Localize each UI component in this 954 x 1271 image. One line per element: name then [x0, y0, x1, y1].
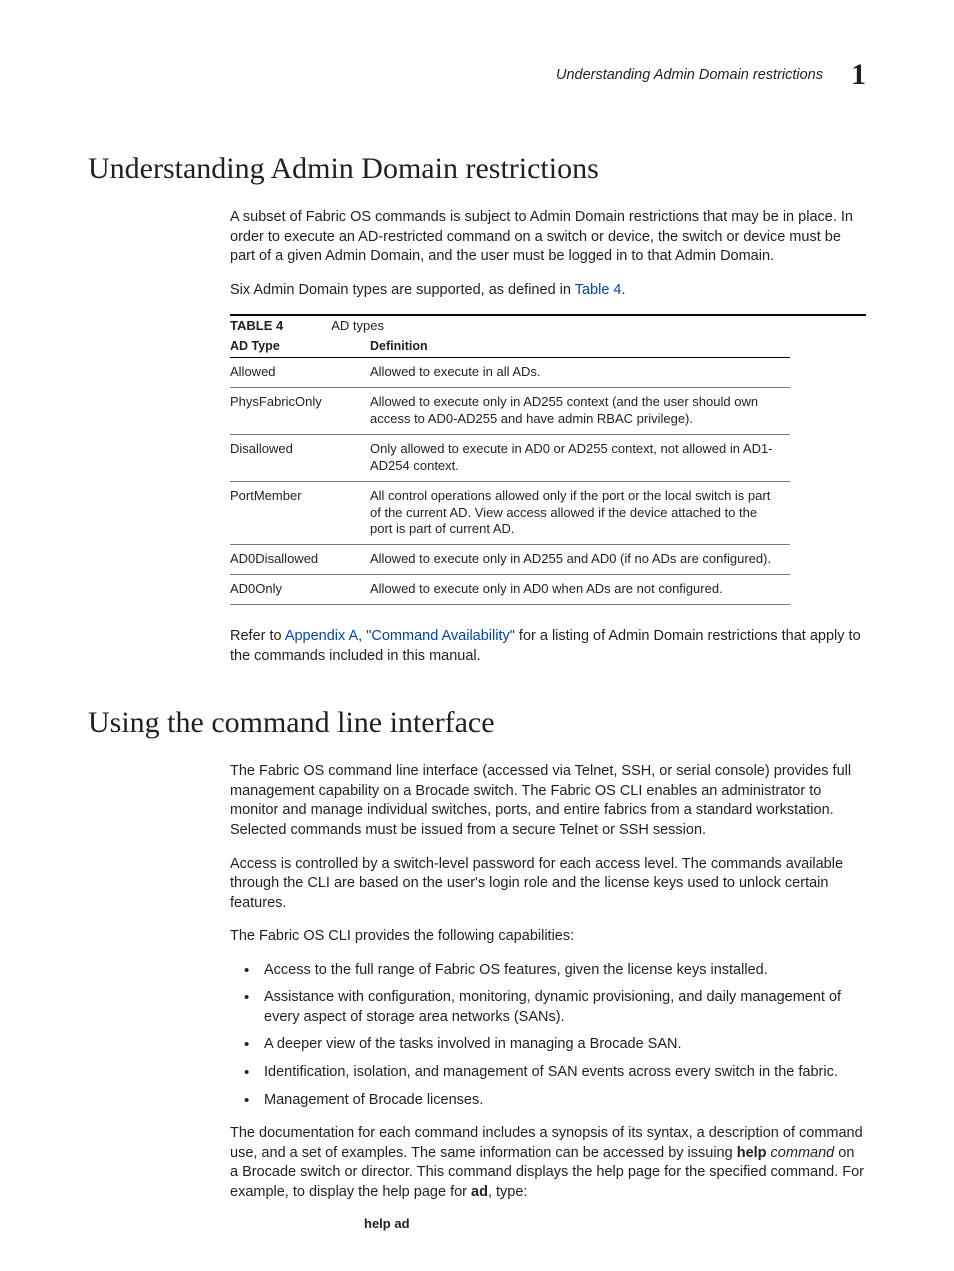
table-row: AD0OnlyAllowed to execute only in AD0 wh… — [230, 575, 790, 605]
table-row: PhysFabricOnlyAllowed to execute only in… — [230, 388, 790, 435]
paragraph: The Fabric OS CLI provides the following… — [230, 927, 866, 947]
paragraph: Refer to Appendix A, "Command Availabili… — [230, 627, 866, 666]
text: , type: — [488, 1184, 528, 1200]
code-example: help ad — [364, 1216, 866, 1231]
section1-body: A subset of Fabric OS commands is subjec… — [230, 208, 866, 666]
cell: Allowed to execute only in AD255 and AD0… — [370, 545, 790, 575]
table-caption: TABLE 4 AD types — [230, 314, 866, 333]
paragraph: The documentation for each command inclu… — [230, 1124, 866, 1202]
col-header: AD Type — [230, 335, 370, 358]
document-page: Understanding Admin Domain restrictions … — [0, 0, 954, 1271]
table-label: TABLE 4 — [230, 318, 283, 333]
table-row: AD0DisallowedAllowed to execute only in … — [230, 545, 790, 575]
cell: Allowed to execute only in AD255 context… — [370, 388, 790, 435]
table-title: AD types — [331, 318, 384, 333]
section-heading: Understanding Admin Domain restrictions — [88, 152, 866, 186]
capability-list: Access to the full range of Fabric OS fe… — [230, 961, 866, 1110]
text: Refer to — [230, 628, 285, 644]
cell: Disallowed — [230, 434, 370, 481]
ad-types-table: AD Type Definition AllowedAllowed to exe… — [230, 335, 790, 605]
list-item: Assistance with configuration, monitorin… — [230, 988, 866, 1027]
cell: Allowed to execute in all ADs. — [370, 358, 790, 388]
list-item: Management of Brocade licenses. — [230, 1091, 866, 1111]
command-arg: command — [767, 1145, 835, 1161]
section2-body: The Fabric OS command line interface (ac… — [230, 762, 866, 1231]
chapter-number: 1 — [851, 58, 866, 92]
table-row: PortMemberAll control operations allowed… — [230, 481, 790, 545]
text: . — [621, 282, 625, 298]
paragraph: The Fabric OS command line interface (ac… — [230, 762, 866, 840]
text: Six Admin Domain types are supported, as… — [230, 282, 575, 298]
appendix-link[interactable]: Appendix A, "Command Availability" — [285, 628, 515, 644]
table-header-row: AD Type Definition — [230, 335, 790, 358]
col-header: Definition — [370, 335, 790, 358]
section-heading: Using the command line interface — [88, 706, 866, 740]
list-item: A deeper view of the tasks involved in m… — [230, 1035, 866, 1055]
cell: AD0Only — [230, 575, 370, 605]
table-ref-link[interactable]: Table 4 — [575, 282, 622, 298]
paragraph: Access is controlled by a switch-level p… — [230, 855, 866, 914]
cell: Allowed — [230, 358, 370, 388]
running-title: Understanding Admin Domain restrictions — [556, 67, 823, 83]
cell: AD0Disallowed — [230, 545, 370, 575]
list-item: Access to the full range of Fabric OS fe… — [230, 961, 866, 981]
cell: PortMember — [230, 481, 370, 545]
cell: PhysFabricOnly — [230, 388, 370, 435]
table-row: DisallowedOnly allowed to execute in AD0… — [230, 434, 790, 481]
list-item: Identification, isolation, and managemen… — [230, 1063, 866, 1083]
paragraph: Six Admin Domain types are supported, as… — [230, 281, 866, 301]
command-name: ad — [471, 1184, 488, 1200]
cell: Allowed to execute only in AD0 when ADs … — [370, 575, 790, 605]
cell: Only allowed to execute in AD0 or AD255 … — [370, 434, 790, 481]
paragraph: A subset of Fabric OS commands is subjec… — [230, 208, 866, 267]
command-name: help — [737, 1145, 767, 1161]
running-header: Understanding Admin Domain restrictions … — [88, 58, 866, 92]
section2: Using the command line interface The Fab… — [88, 706, 866, 1231]
table-row: AllowedAllowed to execute in all ADs. — [230, 358, 790, 388]
cell: All control operations allowed only if t… — [370, 481, 790, 545]
